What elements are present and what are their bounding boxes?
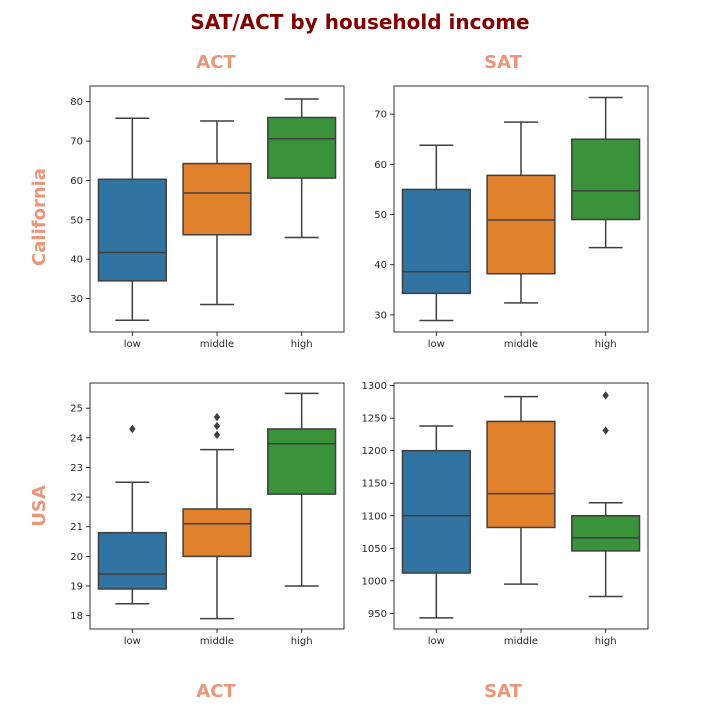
x-tick-label: middle — [504, 339, 538, 350]
y-tick-label: 22 — [70, 493, 83, 504]
box-high — [267, 428, 337, 495]
y-tick-label: 1100 — [362, 511, 387, 522]
panel-usa-act: 18 19 20 21 22 23 24 25 low middle high — [70, 382, 345, 647]
y-tick-label: 24 — [70, 433, 83, 444]
y-tick-label: 40 — [374, 260, 387, 271]
outlier-marker — [602, 391, 609, 400]
outlier-marker — [129, 424, 136, 434]
box-low — [401, 188, 471, 295]
box-low — [97, 178, 167, 282]
x-tick-label: high — [291, 636, 313, 647]
y-tick-label: 950 — [368, 609, 387, 620]
x-tick-label: low — [124, 636, 141, 647]
box-low — [97, 531, 167, 590]
y-tick-label: 1000 — [362, 576, 387, 587]
y-tick-label: 23 — [70, 463, 83, 474]
x-tick-label: high — [291, 339, 313, 350]
panel-usa-sat: 950 1000 1050 1100 1150 1200 1250 1300 low middle… — [362, 381, 649, 647]
column-label-sat-top: SAT — [484, 52, 522, 73]
box-middle — [182, 508, 252, 558]
x-tick-label: middle — [504, 636, 538, 647]
column-label-sat-bottom: SAT — [484, 681, 522, 702]
column-label-act-bottom: ACT — [196, 681, 236, 702]
y-tick-label: 30 — [70, 294, 83, 305]
row-label-usa: USA — [29, 485, 50, 527]
x-tick-label: high — [595, 636, 617, 647]
x-tick-label: low — [124, 339, 141, 350]
y-tick-label: 18 — [70, 611, 83, 622]
y-tick-label: 1300 — [362, 381, 387, 392]
x-tick-label: middle — [200, 339, 234, 350]
y-tick-label: 20 — [70, 552, 83, 563]
column-label-act-top: ACT — [196, 52, 236, 73]
x-tick-label: low — [428, 636, 445, 647]
y-tick-label: 19 — [70, 582, 83, 593]
y-tick-label: 1150 — [362, 479, 387, 490]
box-middle — [486, 420, 556, 529]
x-tick-label: low — [428, 339, 445, 350]
panel-california-act: 30 40 50 60 70 80 low middle high — [70, 85, 345, 350]
panel-california-sat: 30 40 50 60 70 low middle high — [374, 85, 649, 350]
box-high — [571, 515, 641, 552]
outlier-marker — [213, 430, 221, 440]
y-tick-label: 1250 — [362, 414, 387, 425]
y-tick-label: 50 — [374, 210, 387, 221]
y-tick-label: 25 — [70, 404, 83, 415]
y-tick-label: 80 — [70, 97, 83, 108]
y-tick-label: 70 — [374, 110, 387, 121]
y-tick-label: 40 — [70, 255, 83, 266]
y-tick-label: 21 — [70, 522, 83, 533]
figure-title: SAT/ACT by household income — [190, 10, 529, 34]
box-middle — [486, 174, 556, 275]
y-tick-label: 70 — [70, 137, 83, 148]
row-label-california: California — [29, 168, 50, 266]
y-tick-label: 30 — [374, 310, 387, 321]
box-high — [571, 138, 641, 221]
y-tick-label: 60 — [70, 176, 83, 187]
box-low — [401, 449, 471, 574]
outlier-marker — [602, 426, 609, 435]
outlier-marker — [213, 412, 221, 422]
outlier-marker — [213, 421, 221, 431]
y-tick-label: 1050 — [362, 544, 387, 555]
y-tick-label: 1200 — [362, 446, 387, 457]
x-tick-label: middle — [200, 636, 234, 647]
box-middle — [182, 162, 252, 236]
y-tick-label: 50 — [70, 215, 83, 226]
x-tick-label: high — [595, 339, 617, 350]
y-tick-label: 60 — [374, 160, 387, 171]
box-high — [267, 116, 337, 179]
